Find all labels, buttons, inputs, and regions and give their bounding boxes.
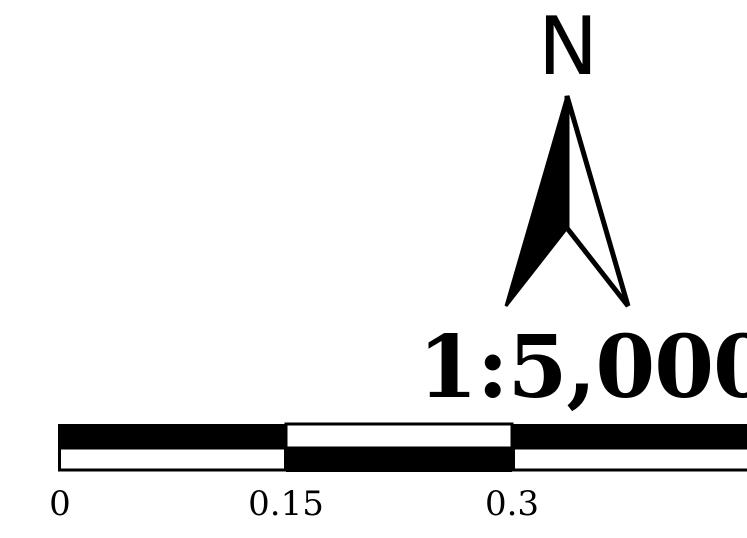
scale-bar-segment-top-1 bbox=[58, 424, 286, 448]
scale-tick-label: 0.3 bbox=[484, 484, 540, 524]
scale-tick-label: 0.15 bbox=[248, 484, 324, 524]
scale-bar-segment-top-3 bbox=[512, 424, 747, 448]
scale-bar-segment-bottom-3 bbox=[512, 446, 747, 472]
north-arrow-icon bbox=[504, 95, 631, 308]
scale-bar-segment-top-2 bbox=[284, 422, 514, 450]
scale-tick-label: 0 bbox=[49, 484, 71, 524]
scale-bar-segment-bottom-2 bbox=[286, 448, 512, 472]
scale-ratio: 1:5,000 bbox=[418, 317, 747, 418]
scale-bar bbox=[58, 422, 747, 472]
scale-bar-segment-bottom-1 bbox=[58, 446, 287, 472]
north-label: N bbox=[538, 0, 598, 93]
